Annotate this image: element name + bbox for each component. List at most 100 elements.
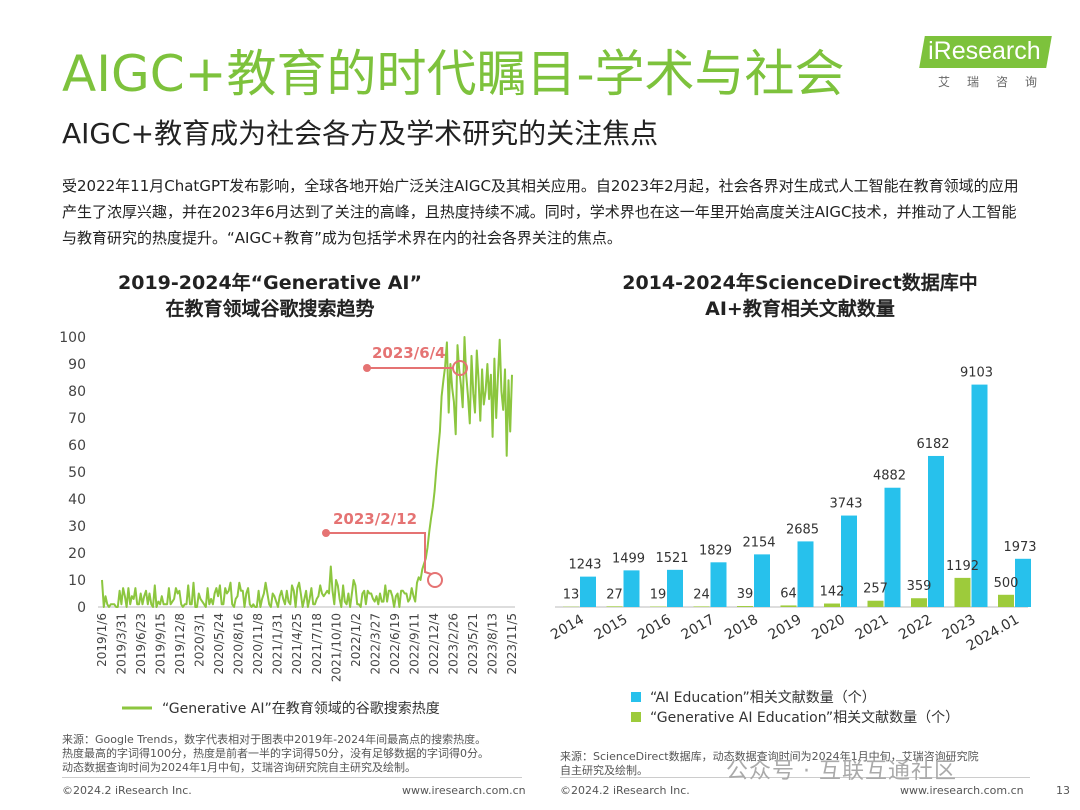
chart2-x-tick-label: 2016 — [635, 612, 674, 644]
chart2-x-tick-label: 2018 — [722, 612, 761, 644]
chart1-onset-label: 2023/2/12 — [333, 510, 417, 528]
chart1-x-tick-label: 2021/7/18 — [310, 613, 324, 675]
chart2-bar-ai-label: 2685 — [786, 522, 819, 537]
chart2-bar-ai-label: 1499 — [612, 551, 645, 566]
chart2-title-line2: AI+教育相关文献数量 — [705, 298, 895, 320]
chart1-y-tick-label: 20 — [68, 546, 86, 562]
chart2-bar-gen-label: 39 — [737, 587, 754, 602]
chart2-x-tick-label: 2021 — [853, 612, 892, 644]
chart2-title: 2014-2024年ScienceDirect数据库中 AI+教育相关文献数量 — [570, 270, 1030, 322]
chart1-x-tick-label: 2019/6/23 — [134, 613, 148, 675]
chart1-y-tick-label: 90 — [68, 357, 86, 373]
chart2-x-tick-label: 2022 — [896, 612, 935, 644]
chart1-x-tick-label: 2019/9/15 — [154, 613, 168, 675]
chart2-source-line: 来源：ScienceDirect数据库，动态数据查询时间为2024年1月中旬，艾… — [560, 750, 979, 763]
chart2-bar-gen-label: 27 — [606, 587, 623, 602]
chart2-bar-ai-education — [623, 570, 640, 607]
chart1-y-tick-label: 60 — [68, 438, 86, 454]
chart2-bar-generative-ai-education — [780, 605, 797, 607]
chart1-source-line: 动态数据查询时间为2024年1月中旬，艾瑞咨询研究院自主研究及绘制。 — [62, 761, 416, 774]
chart1-x-tick-label: 2020/5/24 — [212, 613, 226, 675]
chart2-bar-ai-label: 1243 — [568, 558, 601, 573]
chart2-bar-gen-label: 257 — [863, 582, 888, 597]
chart1-x-tick-label: 2020/3/1 — [193, 613, 207, 667]
footer-copyright-right: ©2024.2 iResearch Inc. — [560, 784, 690, 797]
chart2-legend-swatch-gen — [631, 712, 641, 722]
chart1-x-tick-label: 2023/2/26 — [446, 613, 460, 675]
chart2-bar-gen-label: 500 — [994, 576, 1019, 591]
chart1-x-tick-label: 2020/11/8 — [251, 613, 265, 675]
chart2-bar-ai-label: 1973 — [1003, 540, 1036, 555]
chart2-bar-gen-label: 19 — [650, 588, 667, 603]
footer-divider-left — [62, 777, 522, 778]
chart2-bar-generative-ai-education — [911, 598, 927, 607]
chart1-y-tick-label: 70 — [68, 411, 86, 427]
chart2-bar-ai-education — [710, 562, 727, 607]
chart1-x-tick-label: 2022/3/27 — [368, 613, 382, 675]
chart2-x-tick-label: 2015 — [592, 612, 631, 644]
chart2-bar-generative-ai-education — [867, 600, 884, 607]
chart1-y-tick-label: 10 — [68, 573, 86, 589]
chart2-bar-generative-ai-education — [737, 606, 753, 607]
chart2-bar-ai-education — [754, 554, 770, 607]
chart2-bar-ai-education — [580, 576, 596, 607]
chart2-bar-gen-label: 13 — [563, 588, 580, 603]
chart1-series-line — [101, 336, 513, 608]
chart2-bar-ai-education — [1015, 558, 1031, 607]
chart2-bar-ai-education — [928, 455, 944, 607]
chart2-bar-generative-ai-education — [693, 606, 710, 607]
chart2-x-tick-label: 2019 — [766, 612, 805, 644]
chart2-bar-gen-label: 1192 — [946, 559, 979, 574]
chart1-peak-dot — [363, 364, 371, 372]
chart1-y-tick-label: 50 — [68, 465, 86, 481]
chart1-onset-dot — [322, 529, 330, 537]
chart1-title-line2: 在教育领域谷歌搜索趋势 — [165, 298, 375, 320]
chart1-x-tick-label: 2022/6/19 — [388, 613, 402, 675]
footer-copyright-left: ©2024.2 iResearch Inc. — [62, 784, 192, 797]
intro-paragraph: 受2022年11月ChatGPT发布影响，全球各地开始广泛关注AIGC及其相关应… — [62, 177, 1019, 247]
page-number: 13 — [1056, 784, 1070, 797]
chart1-y-tick-label: 100 — [59, 330, 86, 346]
chart1-title: 2019-2024年“Generative AI” 在教育领域谷歌搜索趋势 — [60, 270, 480, 322]
chart2-legend-label-ai: “AI Education”相关文献数量（个） — [650, 690, 876, 706]
watermark: 公众号 · 互联互通社区 — [726, 759, 957, 784]
chart1-x-tick-label: 2023/11/5 — [505, 613, 519, 675]
chart2-x-tick-label: 2017 — [679, 612, 718, 644]
chart1-source: 来源：Google Trends，数字代表相对于图表中2019年-2024年间最… — [62, 733, 532, 775]
chart1-x-tick-label: 2022/12/4 — [427, 613, 441, 675]
chart1-onset-leader — [326, 532, 432, 575]
chart2-source: 来源：ScienceDirect数据库，动态数据查询时间为2024年1月中旬，艾… — [560, 750, 1030, 778]
chart1-y-tick-label: 30 — [68, 519, 86, 535]
chart2-bar-generative-ai-education — [998, 594, 1014, 607]
chart1-x-tick-label: 2020/8/16 — [232, 613, 246, 675]
chart2-bar-ai-label: 4882 — [873, 469, 906, 484]
chart1-source-line: 来源：Google Trends，数字代表相对于图表中2019年-2024年间最… — [62, 733, 487, 746]
chart1-x-tick-label: 2023/5/21 — [466, 613, 480, 675]
chart2-bar-ai-label: 1521 — [655, 551, 688, 566]
chart2-bar-ai-label: 2154 — [742, 535, 775, 550]
chart1-x-tick-label: 2019/3/31 — [115, 613, 129, 675]
chart2-bar-ai-label: 3743 — [829, 497, 862, 512]
chart1-source-line: 热度最高的字词得100分，热度是前者一半的字词得50分，没有足够数据的字词得0分… — [62, 747, 489, 760]
footer-url-right[interactable]: www.iresearch.com.cn — [900, 784, 1024, 797]
footer-url-left[interactable]: www.iresearch.com.cn — [402, 784, 526, 797]
chart2-bar-ai-education — [797, 541, 814, 607]
chart2-bar-gen-label: 24 — [693, 587, 710, 602]
chart1-y-tick-label: 0 — [77, 600, 86, 616]
chart2-bar-ai-education — [667, 569, 683, 607]
chart2-title-line1: 2014-2024年ScienceDirect数据库中 — [622, 272, 978, 294]
chart2-bar-ai-education — [884, 487, 901, 607]
chart2-bar-ai-label: 9103 — [960, 366, 993, 381]
chart2-x-tick-label: 2020 — [809, 612, 848, 644]
chart1-title-line1: 2019-2024年“Generative AI” — [118, 272, 422, 294]
chart2-bar-ai-education — [841, 515, 857, 607]
page-title: AIGC+教育的时代瞩目-学术与社会 — [62, 45, 845, 103]
chart2-bar-generative-ai-education — [954, 577, 971, 607]
chart2-legend-swatch-ai — [631, 692, 641, 702]
chart2-legend-label-gen: “Generative AI Education”相关文献数量（个） — [650, 710, 959, 726]
chart1-peak-label: 2023/6/4 — [372, 344, 446, 362]
chart2-bar-gen-label: 142 — [820, 585, 845, 600]
chart1-x-tick-label: 2021/10/10 — [329, 613, 343, 682]
